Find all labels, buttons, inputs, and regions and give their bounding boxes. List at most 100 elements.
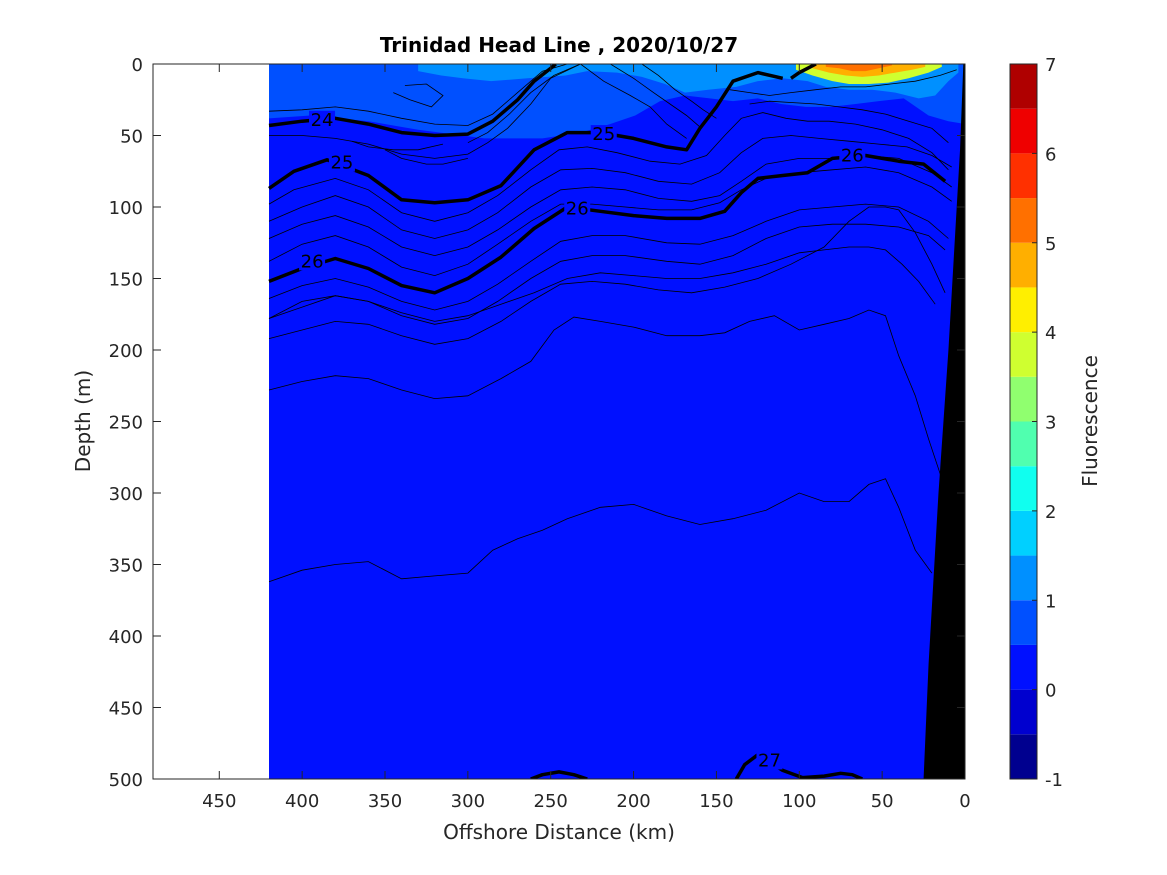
- contour-26-4: [268, 153, 947, 295]
- colorbar-tick-label: 1: [1045, 591, 1056, 612]
- density-contour-12: [268, 112, 949, 222]
- y-tick-label: 200: [109, 341, 143, 362]
- colorbar-swatch: [1010, 644, 1037, 690]
- colorbar-tick-label: 7: [1045, 55, 1056, 76]
- colorbar: -1 0 1 2 3 4 5 6 7: [1009, 55, 1063, 791]
- colorbar-swatch: [1010, 555, 1037, 601]
- density-contour-6: [467, 64, 581, 144]
- x-tick-label: 200: [616, 791, 650, 812]
- contour-label-7: 27: [758, 750, 781, 771]
- x-tick-label: 150: [699, 791, 733, 812]
- colorbar-tick-label: 5: [1045, 234, 1056, 255]
- colorbar-label: Fluorescence: [1078, 355, 1102, 487]
- contour-25-3: [268, 70, 784, 205]
- x-axis-label: Offshore Distance (km): [443, 820, 675, 844]
- colorbar-swatch: [1010, 153, 1037, 199]
- y-tick-label: 400: [109, 627, 143, 648]
- density-contour-7: [580, 64, 687, 139]
- colorbar-tick-label: 2: [1045, 502, 1056, 523]
- y-tick-label: 100: [109, 198, 143, 219]
- density-contour-19: [268, 246, 936, 322]
- colorbar-swatch: [1010, 600, 1037, 645]
- density-contour-17: [268, 223, 946, 325]
- contour-label-bg-2: [590, 125, 617, 144]
- density-contour-4: [351, 140, 444, 151]
- y-tick-label: 500: [109, 770, 143, 791]
- density-contour-16: [268, 203, 949, 311]
- colorbar-swatch: [1010, 64, 1037, 109]
- plot-area: 24 25 25 26 26 26 27: [152, 63, 966, 780]
- chart-title: Trinidad Head Line , 2020/10/27: [380, 33, 738, 57]
- colorbar-tick-label: 3: [1045, 413, 1056, 434]
- density-contour-9: [641, 64, 717, 119]
- fluorescence-field: [269, 64, 965, 779]
- y-tick-label: 350: [109, 556, 143, 577]
- colorbar-swatch: [1010, 466, 1037, 511]
- contour-labels: 24 25 25 26 26 26 27: [299, 110, 866, 771]
- fluorescence-background: [269, 64, 965, 779]
- colorbar-tick-label: -1: [1045, 770, 1063, 791]
- density-contour-10: [729, 69, 957, 96]
- x-tick-label: 300: [451, 791, 485, 812]
- density-contour-20: [268, 309, 943, 479]
- x-axis: 450 400 350 300 250 200 150 100 50 0: [202, 64, 971, 812]
- colorbar-swatch: [1010, 198, 1037, 243]
- colorbar-tick-label: 6: [1045, 144, 1056, 165]
- density-contour-3: [384, 149, 468, 165]
- y-tick-label: 50: [120, 127, 143, 148]
- colorbar-swatch: [1010, 287, 1037, 333]
- x-tick-label: 0: [959, 791, 970, 812]
- fluorescence-patch-1: [269, 64, 965, 139]
- contour-label-4: 26: [566, 198, 589, 219]
- contour-label-bg-1: [309, 110, 336, 129]
- colorbar-swatch: [1010, 689, 1037, 735]
- colorbar-swatch: [1010, 332, 1037, 377]
- contour-label-6: 26: [301, 251, 324, 272]
- density-contour-15: [268, 166, 952, 277]
- colorbar-swatch: [1010, 108, 1037, 154]
- y-tick-label: 450: [109, 699, 143, 720]
- x-tick-label: 350: [368, 791, 402, 812]
- y-tick-label: 150: [109, 270, 143, 291]
- fluorescence-patch-5: [825, 64, 893, 72]
- y-tick-label: 0: [132, 55, 143, 76]
- y-axis: 0 50 100 150 200 250 300 350 400 450 500: [109, 55, 965, 791]
- x-tick-label: 50: [871, 791, 894, 812]
- colorbar-swatch: [1010, 510, 1037, 556]
- x-tick-label: 450: [202, 791, 236, 812]
- contour-label-bg-3: [328, 153, 355, 172]
- contour-label-1: 24: [311, 110, 334, 131]
- seafloor-mask: [923, 64, 965, 779]
- contour-label-5: 26: [841, 146, 864, 167]
- density-contour-1: [268, 64, 568, 126]
- bathymetry-mask: [923, 64, 965, 779]
- density-contour-2: [269, 64, 581, 159]
- contour-label-2: 25: [592, 124, 615, 145]
- density-contour-5: [393, 83, 444, 108]
- y-tick-label: 300: [109, 484, 143, 505]
- x-tick-label: 400: [285, 791, 319, 812]
- colorbar-tick-label: 4: [1045, 323, 1056, 344]
- y-tick-label: 250: [109, 413, 143, 434]
- contour-label-bg-5: [839, 146, 866, 165]
- contour-label-bg-4: [564, 199, 591, 218]
- y-axis-label: Depth (m): [71, 370, 95, 472]
- contour-label-bg-6: [299, 252, 326, 271]
- density-contour-13: [268, 135, 952, 239]
- density-contour-18: [268, 206, 946, 345]
- density-contour-8: [610, 64, 701, 128]
- colorbar-tick-label: 0: [1045, 681, 1056, 702]
- contour-27-6: [734, 752, 863, 779]
- colorbar-swatch: [1010, 734, 1037, 779]
- colorbar-swatch: [1010, 376, 1037, 422]
- x-tick-label: 250: [534, 791, 568, 812]
- density-contour-11: [749, 100, 949, 144]
- contour-label-3: 25: [330, 153, 353, 174]
- x-tick-label: 100: [782, 791, 816, 812]
- density-contour-21: [268, 478, 933, 583]
- contour-27-5: [530, 770, 588, 779]
- contour-24-2: [790, 64, 817, 80]
- colorbar-swatch: [1010, 242, 1037, 288]
- contour-label-bg-7: [756, 751, 783, 770]
